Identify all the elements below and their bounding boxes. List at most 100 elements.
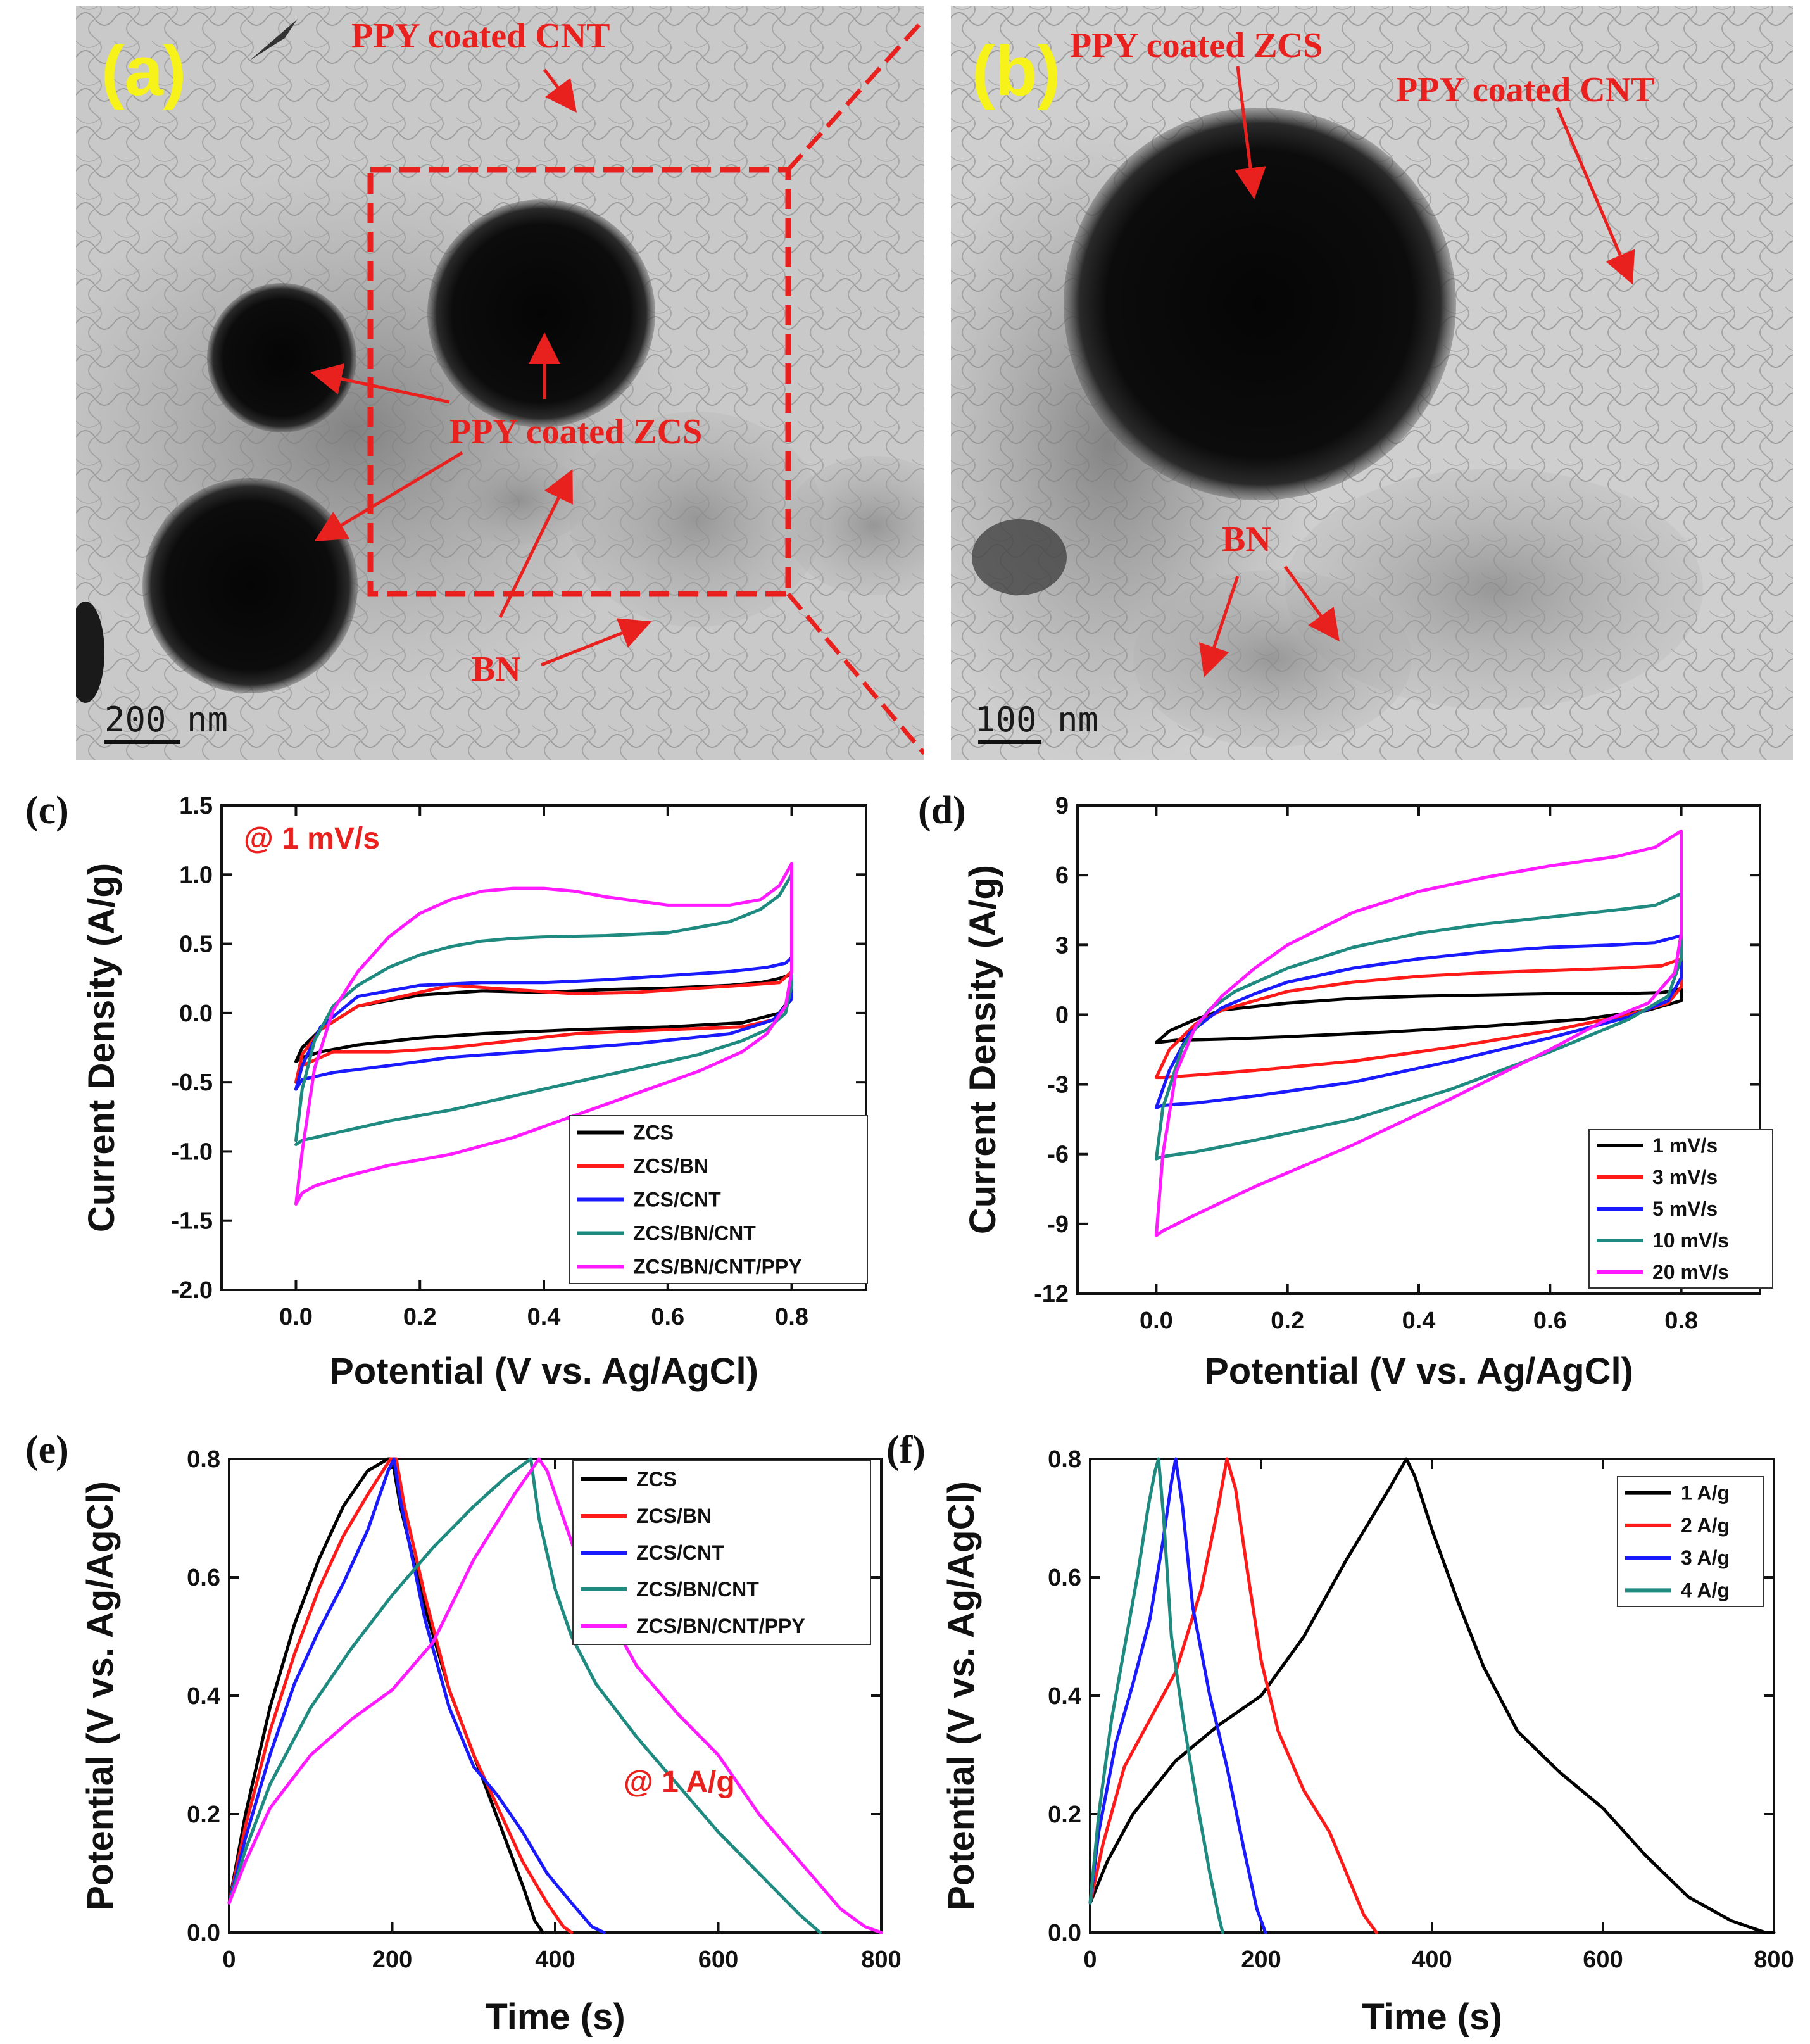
legend-label: ZCS/BN/CNT/PPY [633,1256,802,1278]
legend-label: 20 mV/s [1652,1261,1729,1284]
y-tick-label: -3 [1047,1072,1069,1099]
series-line [227,1457,883,1934]
tem-a-bn-flake [449,456,589,545]
x-tick-label: 200 [1241,1946,1281,1973]
chart-panel-d: (d) 0.0 0.2 0.4 0.6 0.8 9 6 3 0 -3 -6 -9 -12 Potential… [918,789,1773,1392]
tem-a-bn-flake [785,456,924,595]
tem-a-sphere [207,283,356,432]
tem-a-bn-flake [570,412,823,627]
series-line [1088,1457,1267,1934]
y-tick-label: 0.6 [187,1565,220,1591]
series-line [1154,987,1683,1044]
legend-label: 3 mV/s [1652,1166,1718,1189]
series-line [1088,1457,1224,1934]
tem-b-arrow [1198,576,1240,678]
y-tick-label: 0.0 [1048,1920,1081,1946]
x-tick-label: 400 [535,1946,575,1973]
y-tick-label: 0.8 [1048,1446,1081,1473]
x-tick-label: 0.0 [1140,1308,1173,1334]
tem-b-label-bn: BN [1222,520,1271,559]
legend-label: 5 mV/s [1652,1197,1718,1220]
series-line [294,956,793,1091]
tem-a-panel-letter: (a) [101,32,186,110]
y-tick-label: 0.0 [187,1920,220,1946]
tem-a-sphere-edge [76,602,104,703]
tem-a-label-bn: BN [472,650,521,689]
series-line [294,969,793,1084]
panel-letter: (e) [25,1429,69,1472]
tem-b-dark-blob [972,519,1067,595]
panel-letter: (c) [25,789,69,832]
x-tick-label: 200 [372,1946,412,1973]
legend-label: ZCS/BN [633,1155,708,1178]
x-tick-label: 0.4 [527,1304,561,1330]
legend-label: ZCS/BN/CNT [636,1578,759,1601]
x-tick-label: 800 [1754,1946,1794,1973]
y-tick-label: 0.5 [179,931,213,958]
tem-a-scalebar-label: 200 nm [104,700,228,740]
series-line [1088,1457,1378,1934]
y-tick-label: 0.4 [1048,1683,1081,1710]
series-line [1154,934,1683,1109]
tem-b-bn-flake [1133,570,1412,747]
y-tick-label: -2.0 [172,1277,213,1304]
tem-a-arrow [310,363,450,404]
y-tick-label: 0 [1055,1002,1069,1028]
series-line [1154,957,1683,1080]
x-axis-title: Time (s) [1362,1997,1502,2038]
y-tick-label: -1.0 [172,1139,213,1165]
legend-box [1617,1476,1764,1607]
series-line [1088,1457,1776,1934]
tem-b-label-ppy-zcs: PPY coated ZCS [1070,26,1323,65]
y-axis-title: Potential (V vs. Ag/AgCl) [80,1481,121,1910]
tem-b-arrow [1283,565,1340,642]
series-line [227,1457,606,1934]
legend-label: 1 A/g [1681,1482,1730,1505]
chart-panel-e: (e) 0 200 400 600 800 0.8 0.6 0.4 0.2 0.0 Time (s) P… [25,1429,902,2038]
x-tick-label: 0.4 [1402,1308,1436,1334]
y-tick-label: -6 [1047,1142,1069,1168]
tem-a-zoom-line [786,592,924,755]
x-tick-label: 0 [222,1946,236,1973]
legend-label: ZCS [636,1468,677,1491]
tem-a-zoom-box [367,167,791,597]
tem-b-sphere [1064,108,1456,500]
tem-a-zoom-line [786,17,924,172]
tem-a-sphere [142,478,358,693]
legend-label: 3 A/g [1681,1546,1730,1569]
legend-label: ZCS/CNT [633,1189,721,1211]
tem-a-arrow [543,68,577,113]
tem-a-needle [250,19,298,60]
y-tick-label: 0.8 [187,1446,220,1473]
series-line [1154,892,1683,1161]
panel-letter: (d) [918,789,966,832]
x-tick-label: 600 [1583,1946,1623,1973]
tem-b-panel-letter: (b) [972,32,1060,110]
chart-annotation: @ 1 mV/s [244,822,380,855]
x-axis-title: Time (s) [485,1997,625,2038]
tem-a-arrow [541,618,652,667]
x-axis-title: Potential (V vs. Ag/AgCl) [1204,1351,1633,1392]
x-tick-label: 0.0 [279,1304,313,1330]
panel-letter: (f) [886,1429,926,1472]
tem-a-label-ppy-zcs: PPY coated ZCS [449,412,702,451]
x-tick-label: 0.2 [403,1304,437,1330]
x-tick-label: 0.8 [1664,1308,1698,1334]
legend-label: ZCS/BN/CNT [633,1222,756,1245]
series-line [294,862,793,1206]
tem-b-scalebar-label: 100 nm [975,700,1098,740]
tem-a-label-ppy-cnt: PPY coated CNT [351,16,610,56]
y-tick-label: 1.0 [179,862,213,888]
y-tick-label: -1.5 [172,1208,213,1235]
y-tick-label: -9 [1047,1211,1069,1238]
series-line [227,1457,822,1934]
x-tick-label: 0.8 [775,1304,808,1330]
y-tick-label: 1.5 [179,793,213,819]
y-tick-label: 0.6 [1048,1565,1081,1591]
y-tick-label: -0.5 [172,1069,213,1096]
tem-a-arrow [314,451,463,542]
x-tick-label: 0.6 [1533,1308,1567,1334]
x-tick-label: 0.2 [1271,1308,1304,1334]
legend-label: ZCS [633,1121,674,1144]
y-tick-label: -12 [1034,1281,1069,1308]
